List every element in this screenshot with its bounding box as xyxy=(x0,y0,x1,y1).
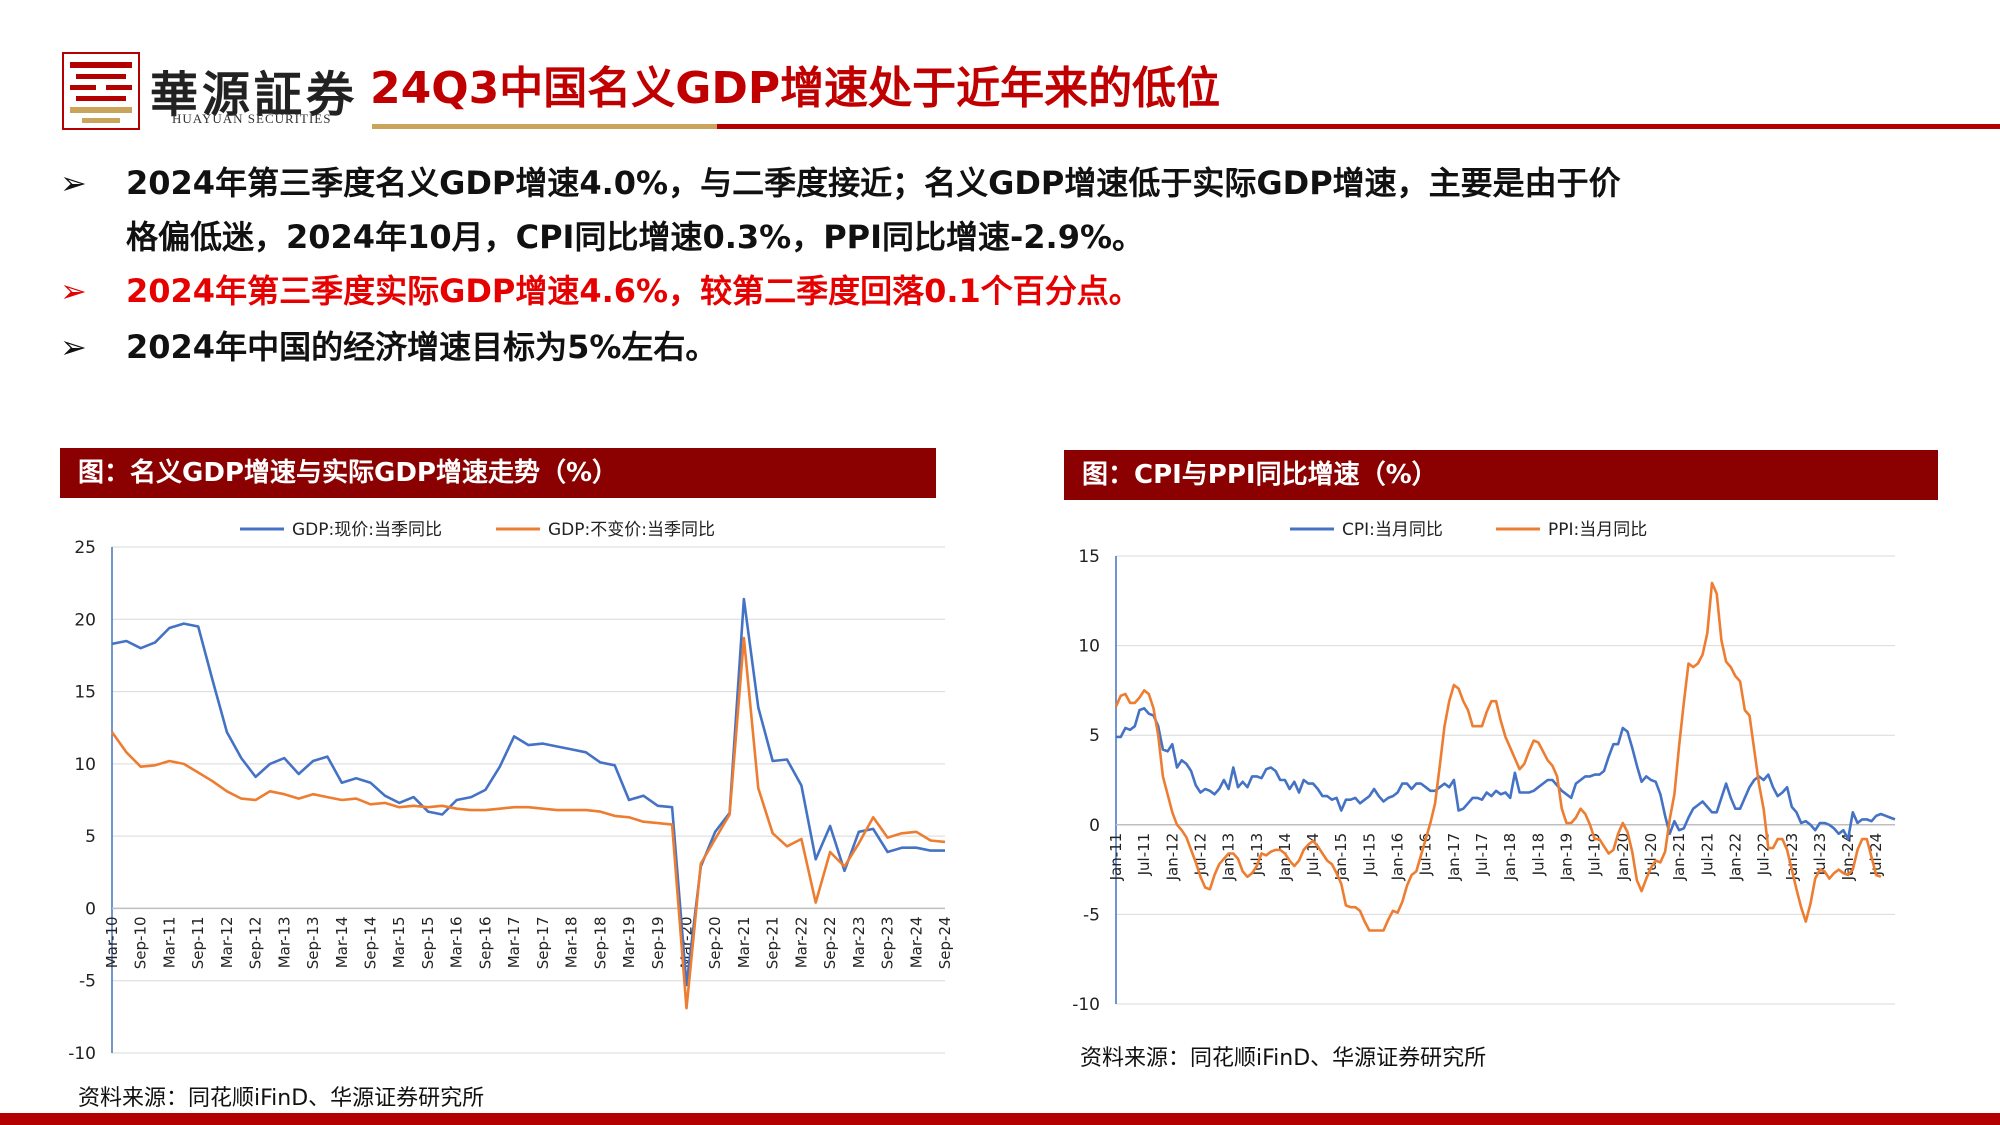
legend-label: GDP:不变价:当季同比 xyxy=(548,520,715,540)
arrow-bullet-icon: ➢ xyxy=(60,328,87,366)
x-tick-label: Sep-15 xyxy=(419,916,437,969)
x-tick-label: Sep-12 xyxy=(247,916,265,969)
legend-label: PPI:当月同比 xyxy=(1548,520,1647,540)
x-tick-label: Sep-23 xyxy=(879,916,897,969)
bullet-text: 格偏低迷，2024年10月，CPI同比增速0.3%，PPI同比增速-2.9%。 xyxy=(126,218,1145,256)
company-logo-icon xyxy=(62,52,140,130)
y-tick-label: 15 xyxy=(74,683,96,703)
x-tick-label: Jan-17 xyxy=(1445,833,1463,882)
series-line-1 xyxy=(1116,707,1896,841)
x-tick-label: Mar-10 xyxy=(103,916,121,968)
x-tick-label: Jul-22 xyxy=(1755,833,1773,877)
x-tick-label: Jul-23 xyxy=(1811,833,1829,877)
chart2-title-bar: 图：CPI与PPI同比增速（%） xyxy=(1064,450,1938,500)
x-tick-label: Jan-16 xyxy=(1389,833,1407,882)
x-tick-label: Jul-15 xyxy=(1360,833,1378,877)
x-tick-label: Mar-11 xyxy=(160,916,178,968)
series-line-1 xyxy=(111,597,945,987)
chart2-source: 资料来源：同花顺iFinD、华源证券研究所 xyxy=(1080,1046,1487,1071)
y-tick-label: -10 xyxy=(68,1044,96,1064)
x-tick-label: Jul-13 xyxy=(1248,833,1266,877)
footer-divider xyxy=(0,1113,2000,1125)
x-tick-label: Jan-22 xyxy=(1726,833,1744,882)
x-tick-label: Mar-15 xyxy=(390,916,408,968)
x-tick-label: Jan-19 xyxy=(1558,833,1576,882)
x-tick-label: Jul-16 xyxy=(1417,833,1435,877)
x-tick-label: Jul-14 xyxy=(1304,833,1322,877)
y-tick-label: -10 xyxy=(1072,995,1100,1015)
x-tick-label: Jul-17 xyxy=(1473,833,1491,877)
y-tick-label: 0 xyxy=(85,899,96,919)
x-tick-label: Sep-24 xyxy=(936,916,954,969)
x-tick-label: Mar-13 xyxy=(275,916,293,968)
x-tick-label: Mar-14 xyxy=(333,916,351,968)
company-logo-english: HUAYUAN SECURITIES xyxy=(172,111,332,126)
x-tick-label: Sep-13 xyxy=(304,916,322,969)
x-tick-label: Mar-19 xyxy=(620,916,638,968)
chart1-title-bar: 图：名义GDP增速与实际GDP增速走势（%） xyxy=(60,448,936,498)
y-tick-label: 0 xyxy=(1089,816,1100,836)
legend-label: GDP:现价:当季同比 xyxy=(292,520,442,540)
x-tick-label: Jul-21 xyxy=(1698,833,1716,877)
y-tick-label: 5 xyxy=(1089,726,1100,746)
x-tick-label: Jul-24 xyxy=(1867,833,1885,877)
chart2-legend: CPI:当月同比 PPI:当月同比 xyxy=(1290,520,1647,540)
x-tick-label: Mar-21 xyxy=(735,916,753,968)
y-tick-label: 5 xyxy=(85,827,96,847)
x-tick-label: Sep-21 xyxy=(764,916,782,969)
x-tick-label: Jan-21 xyxy=(1670,833,1688,882)
header-divider-gold xyxy=(372,124,717,129)
arrow-bullet-icon: ➢ xyxy=(60,164,87,202)
y-tick-label: -5 xyxy=(1083,905,1100,925)
series-line-2 xyxy=(1114,581,1882,932)
y-tick-label: 15 xyxy=(1078,547,1100,567)
x-tick-label: Mar-12 xyxy=(218,916,236,968)
bullet-text: 2024年第三季度实际GDP增速4.6%，较第二季度回落0.1个百分点。 xyxy=(126,272,1141,310)
x-tick-label: Sep-19 xyxy=(649,916,667,969)
x-tick-label: Jan-20 xyxy=(1614,833,1632,882)
x-tick-label: Sep-10 xyxy=(132,916,150,969)
x-tick-label: Mar-17 xyxy=(505,916,523,968)
x-tick-label: Sep-22 xyxy=(821,916,839,969)
arrow-bullet-icon: ➢ xyxy=(60,272,87,310)
x-tick-label: Jan-18 xyxy=(1501,833,1519,882)
chart1-legend: GDP:现价:当季同比 GDP:不变价:当季同比 xyxy=(240,520,715,540)
y-tick-label: 20 xyxy=(74,610,96,630)
x-tick-label: Sep-17 xyxy=(534,916,552,969)
x-tick-label: Sep-16 xyxy=(476,916,494,969)
x-tick-label: Jan-11 xyxy=(1107,833,1125,882)
header-divider-red xyxy=(717,124,2000,129)
x-tick-label: Jan-15 xyxy=(1332,833,1350,882)
x-tick-label: Jan-23 xyxy=(1783,833,1801,882)
x-tick-label: Mar-22 xyxy=(792,916,810,968)
x-tick-label: Jan-12 xyxy=(1163,833,1181,882)
x-tick-label: Sep-18 xyxy=(591,916,609,969)
company-logo-text: 華源証券 xyxy=(150,67,359,123)
bullet-text: 2024年中国的经济增速目标为5%左右。 xyxy=(126,328,718,366)
y-tick-label: 10 xyxy=(74,755,96,775)
x-tick-label: Jul-11 xyxy=(1135,833,1153,877)
x-tick-label: Mar-23 xyxy=(850,916,868,968)
bullet-text: 2024年第三季度名义GDP增速4.0%，与二季度接近；名义GDP增速低于实际G… xyxy=(126,164,1621,202)
x-tick-label: Jul-19 xyxy=(1586,833,1604,877)
y-tick-label: 10 xyxy=(1078,637,1100,657)
y-tick-label: 25 xyxy=(74,538,96,558)
page-title: 24Q3中国名义GDP增速处于近年来的低位 xyxy=(370,63,1221,114)
x-tick-label: Jan-13 xyxy=(1220,833,1238,882)
x-tick-label: Mar-24 xyxy=(907,916,925,968)
x-tick-label: Mar-16 xyxy=(448,916,466,968)
chart1-source: 资料来源：同花顺iFinD、华源证券研究所 xyxy=(78,1086,485,1111)
series-line-2 xyxy=(110,636,946,1010)
gdp-growth-chart: -10 -5 0 5 10 15 20 25 Mar-10 Sep-10 Mar-11 Sep-11 M… xyxy=(68,520,954,1064)
x-tick-label: Mar-18 xyxy=(563,916,581,968)
x-tick-label: Sep-20 xyxy=(706,916,724,969)
legend-label: CPI:当月同比 xyxy=(1342,520,1443,540)
x-tick-label: Sep-14 xyxy=(362,916,380,969)
y-tick-label: -5 xyxy=(79,972,96,992)
x-tick-label: Jan-14 xyxy=(1276,833,1294,882)
x-tick-label: Jul-20 xyxy=(1642,833,1660,877)
x-tick-label: Jul-18 xyxy=(1529,833,1547,877)
x-tick-label: Sep-11 xyxy=(189,916,207,969)
